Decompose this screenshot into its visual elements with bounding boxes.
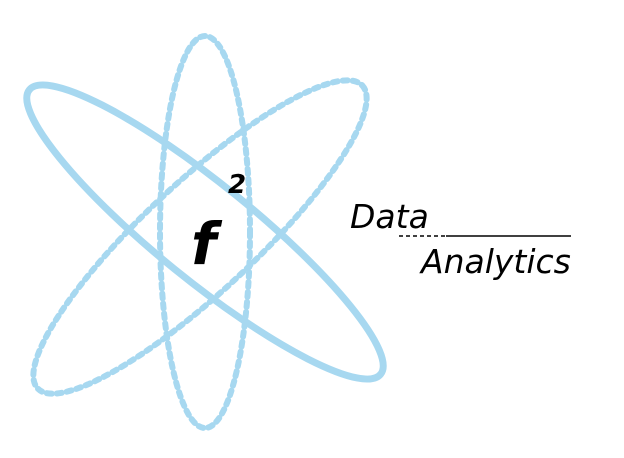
formula-symbol: f 2: [191, 170, 246, 278]
solid-orbit: [23, 81, 387, 383]
wordmark-data: Data: [350, 197, 429, 236]
symbol-f: f: [191, 210, 223, 278]
symbol-exponent: 2: [228, 170, 246, 200]
wordmark: Data Analytics: [350, 197, 571, 281]
atom-orbits: [23, 33, 387, 431]
wordmark-analytics: Analytics: [419, 242, 571, 281]
dotted-orbit-vertical: [157, 33, 253, 431]
